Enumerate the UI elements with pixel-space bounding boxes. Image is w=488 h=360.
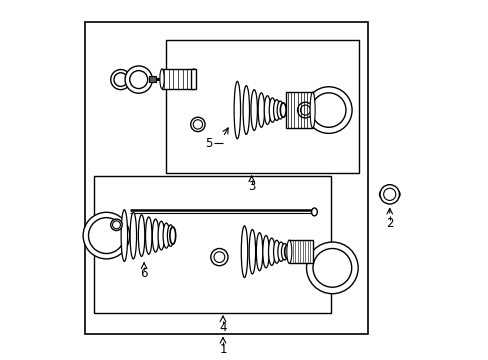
Circle shape [214, 252, 224, 262]
Circle shape [110, 69, 131, 90]
Circle shape [383, 188, 395, 201]
Ellipse shape [277, 242, 284, 261]
Ellipse shape [250, 90, 257, 131]
Bar [149, 76, 156, 82]
Text: 2: 2 [385, 216, 393, 230]
Ellipse shape [268, 238, 274, 265]
Circle shape [83, 212, 129, 259]
Ellipse shape [379, 188, 399, 201]
Circle shape [379, 185, 399, 204]
Bar [94, 176, 330, 313]
Text: 6: 6 [140, 267, 147, 280]
Ellipse shape [249, 229, 255, 274]
Circle shape [129, 71, 147, 89]
Ellipse shape [256, 233, 262, 271]
Bar [165, 40, 359, 173]
Circle shape [88, 218, 124, 253]
Ellipse shape [158, 221, 164, 250]
Circle shape [300, 105, 310, 115]
Circle shape [125, 66, 152, 93]
Ellipse shape [163, 223, 169, 248]
Ellipse shape [112, 221, 120, 229]
Ellipse shape [121, 210, 127, 261]
Circle shape [193, 120, 202, 129]
Ellipse shape [269, 98, 275, 122]
Circle shape [305, 87, 351, 134]
Bar [85, 22, 367, 334]
Bar [285, 92, 312, 128]
Ellipse shape [284, 245, 290, 258]
Circle shape [110, 219, 122, 230]
Ellipse shape [138, 215, 144, 256]
Bar [190, 69, 195, 89]
Text: 4: 4 [219, 321, 226, 334]
Ellipse shape [286, 240, 291, 264]
Ellipse shape [160, 69, 164, 89]
Ellipse shape [241, 226, 247, 278]
Ellipse shape [234, 81, 240, 139]
Ellipse shape [262, 235, 269, 268]
Ellipse shape [167, 225, 174, 246]
Circle shape [311, 93, 346, 127]
Bar [289, 240, 312, 263]
Circle shape [297, 102, 313, 118]
Ellipse shape [192, 69, 196, 89]
Ellipse shape [145, 217, 152, 254]
Circle shape [114, 73, 127, 86]
Ellipse shape [258, 93, 264, 127]
Text: 1: 1 [219, 343, 226, 356]
Circle shape [312, 248, 351, 287]
Ellipse shape [273, 100, 280, 121]
Ellipse shape [309, 92, 314, 128]
Circle shape [306, 242, 357, 294]
Ellipse shape [152, 219, 159, 252]
Ellipse shape [277, 101, 283, 119]
Ellipse shape [169, 227, 175, 244]
Circle shape [190, 117, 204, 132]
Ellipse shape [130, 212, 136, 259]
Bar [162, 69, 194, 89]
Ellipse shape [264, 96, 270, 125]
Ellipse shape [243, 86, 249, 134]
Ellipse shape [281, 243, 287, 260]
Ellipse shape [273, 240, 280, 263]
Text: 5: 5 [204, 137, 212, 150]
Ellipse shape [311, 208, 317, 216]
Circle shape [210, 248, 227, 266]
Ellipse shape [280, 103, 285, 117]
Text: 3: 3 [247, 180, 255, 193]
